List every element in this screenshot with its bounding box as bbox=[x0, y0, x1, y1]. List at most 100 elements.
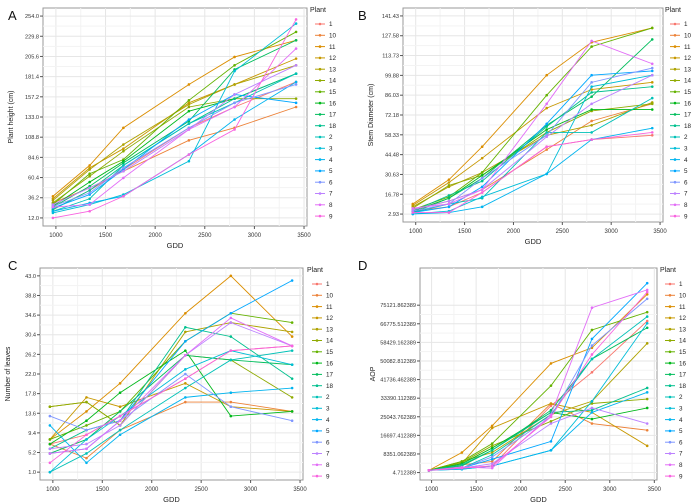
data-point bbox=[545, 122, 548, 126]
data-point bbox=[460, 466, 464, 470]
y-axis-label: AOP bbox=[370, 366, 377, 381]
data-point bbox=[590, 85, 593, 88]
x-axis-label: GDD bbox=[530, 495, 547, 502]
legend-label: 9 bbox=[684, 213, 688, 220]
data-point bbox=[549, 408, 553, 412]
series-line-9 bbox=[412, 131, 653, 213]
data-point bbox=[184, 311, 187, 315]
legend-label: 8 bbox=[326, 462, 330, 469]
legend-label: 16 bbox=[329, 100, 337, 107]
data-point bbox=[229, 400, 233, 404]
y-tick-label: 16.78 bbox=[385, 192, 399, 198]
legend-label: 7 bbox=[329, 191, 333, 198]
data-point bbox=[590, 371, 594, 374]
legend-label: 10 bbox=[684, 33, 692, 40]
data-point bbox=[85, 428, 88, 432]
data-point bbox=[233, 83, 236, 86]
series-line-12 bbox=[52, 58, 297, 200]
data-point bbox=[447, 194, 451, 197]
legend-key-point bbox=[318, 101, 322, 105]
data-point bbox=[187, 105, 191, 109]
legend-label: 18 bbox=[684, 123, 692, 130]
series-line-11 bbox=[52, 39, 297, 197]
data-point bbox=[184, 400, 187, 404]
legend-label: 9 bbox=[326, 473, 330, 480]
data-point bbox=[590, 406, 594, 410]
data-point bbox=[229, 414, 233, 418]
data-point bbox=[411, 211, 415, 214]
legend-label: 5 bbox=[679, 428, 683, 435]
data-point bbox=[590, 402, 594, 405]
data-point bbox=[233, 97, 236, 100]
x-tick-label: 3000 bbox=[244, 487, 258, 493]
legend-key-point bbox=[315, 452, 319, 455]
series-line-9 bbox=[428, 291, 648, 471]
data-point bbox=[447, 184, 451, 187]
data-point bbox=[645, 319, 649, 323]
series-line-8 bbox=[412, 40, 653, 209]
x-axis-label: GDD bbox=[525, 237, 542, 246]
data-point bbox=[490, 424, 494, 428]
data-point bbox=[590, 119, 593, 123]
series-line-8 bbox=[49, 317, 293, 454]
series-line-17 bbox=[428, 327, 648, 471]
data-point bbox=[85, 447, 88, 451]
legend-label: 17 bbox=[329, 112, 337, 119]
data-point bbox=[229, 358, 233, 362]
legend-key-point bbox=[673, 158, 677, 161]
legend-key-point bbox=[668, 474, 672, 478]
data-point bbox=[460, 451, 464, 454]
y-tick-label: 1.0 bbox=[28, 470, 36, 476]
data-point bbox=[590, 408, 594, 412]
y-tick-label: 34.6 bbox=[25, 313, 36, 319]
data-point bbox=[122, 166, 125, 170]
data-point bbox=[590, 417, 594, 421]
x-tick-label: 3000 bbox=[248, 233, 262, 239]
data-point bbox=[645, 444, 649, 448]
data-point bbox=[447, 211, 451, 214]
legend-label: 2 bbox=[329, 134, 333, 141]
x-tick-label: 1500 bbox=[469, 487, 483, 493]
legend-key-point bbox=[673, 56, 677, 60]
data-point bbox=[118, 410, 122, 413]
y-axis-label: Stem Diameter (cm) bbox=[368, 84, 375, 147]
legend-label: 11 bbox=[679, 304, 686, 311]
y-tick-label: 22.0 bbox=[25, 372, 36, 378]
data-point bbox=[590, 73, 593, 77]
data-point bbox=[184, 330, 187, 334]
y-tick-label: 30.4 bbox=[25, 333, 36, 339]
legend-label: 1 bbox=[326, 281, 330, 288]
legend-key-point bbox=[318, 34, 322, 37]
data-point bbox=[51, 216, 55, 220]
y-tick-label: 205.6 bbox=[25, 54, 39, 60]
data-point bbox=[650, 69, 654, 73]
data-point bbox=[549, 404, 553, 408]
data-point bbox=[187, 83, 191, 86]
legend-label: 17 bbox=[326, 372, 334, 379]
legend-label: 13 bbox=[329, 66, 337, 73]
legend-label: 1 bbox=[679, 281, 683, 288]
data-point bbox=[48, 424, 52, 427]
data-point bbox=[480, 145, 484, 149]
data-point bbox=[294, 83, 298, 86]
legend-key-point bbox=[673, 180, 677, 184]
data-point bbox=[85, 461, 88, 465]
legend-label: 1 bbox=[329, 21, 333, 28]
y-tick-label: 58429.162389 bbox=[380, 340, 416, 346]
data-point bbox=[290, 377, 294, 380]
data-point bbox=[645, 297, 649, 301]
data-point bbox=[480, 188, 484, 191]
legend-key-point bbox=[673, 135, 677, 139]
legend-key-point bbox=[318, 147, 322, 150]
data-point bbox=[88, 164, 91, 167]
y-tick-label: 58.33 bbox=[385, 133, 399, 139]
legend-label: 15 bbox=[329, 89, 337, 96]
data-point bbox=[645, 290, 649, 294]
series-line-5 bbox=[412, 70, 653, 213]
data-point bbox=[490, 451, 494, 454]
x-tick-label: 1500 bbox=[458, 229, 472, 235]
data-point bbox=[549, 422, 553, 425]
series-line-9 bbox=[52, 19, 297, 219]
